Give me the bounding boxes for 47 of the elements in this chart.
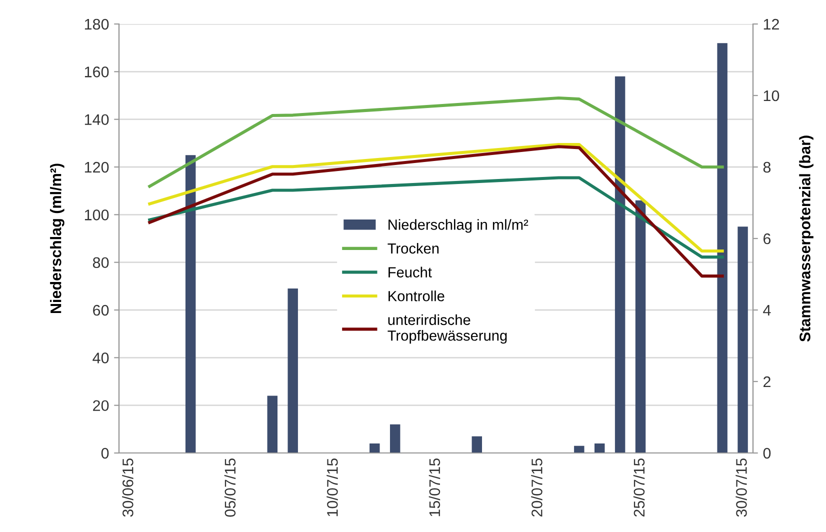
line-series: [148, 176, 724, 259]
bar: [614, 76, 626, 453]
y-tick-label: 140: [84, 114, 109, 126]
legend-label: Trocken: [388, 242, 439, 254]
y-axis-title: Niederschlag (ml/m²): [50, 164, 64, 314]
x-tick-label: 30/06/15: [122, 458, 134, 517]
x-tick-label: 10/07/15: [326, 458, 338, 516]
y-tick-label: 80: [92, 257, 109, 268]
x-tick-label: 25/07/15: [633, 458, 645, 517]
y-tick-label: 0: [101, 448, 109, 459]
bar: [370, 443, 380, 453]
y2-tick-label: 2: [763, 376, 770, 388]
y2-tick-label: 4: [763, 305, 771, 316]
x-tick-label: 30/07/15: [736, 458, 747, 517]
y2-tick-label: 8: [763, 162, 771, 173]
bar: [717, 43, 728, 453]
bar: [185, 155, 196, 453]
x-tick-label: 05/07/15: [224, 458, 236, 517]
bar: [574, 446, 584, 453]
y-tick-label: 20: [93, 400, 109, 412]
bar: [288, 288, 298, 453]
legend-label: Niederschlag in ml/m²: [388, 219, 528, 233]
x-tick-label: 20/07/15: [531, 458, 542, 517]
y2-tick-label: 6: [764, 233, 771, 244]
y-tick-label: 40: [92, 352, 109, 364]
legend-label: Kontrolle: [388, 290, 444, 302]
legend-label: unterirdische Tropfbewässerung: [388, 314, 507, 344]
x-tick-label: 15/07/15: [428, 458, 440, 516]
bar: [472, 436, 482, 453]
y2-tick-label: 0: [763, 448, 771, 459]
y2-axis-title: Stammwasserpotenzial (bar): [799, 136, 814, 342]
y-tick-label: 60: [93, 304, 109, 316]
bar: [390, 424, 400, 453]
y2-tick-label: 12: [764, 18, 779, 30]
y-tick-label: 180: [84, 18, 109, 30]
y-tick-label: 160: [84, 66, 109, 78]
line-series: [148, 96, 724, 188]
bar: [635, 200, 646, 453]
y-tick-label: 120: [84, 162, 109, 173]
bar: [738, 226, 748, 453]
bar: [267, 396, 278, 453]
line-series: [148, 145, 724, 278]
y-tick-label: 100: [84, 210, 109, 220]
y2-tick-label: 10: [764, 90, 780, 102]
legend-label: Feucht: [388, 266, 432, 278]
line-series: [148, 142, 724, 253]
bar: [594, 443, 605, 453]
